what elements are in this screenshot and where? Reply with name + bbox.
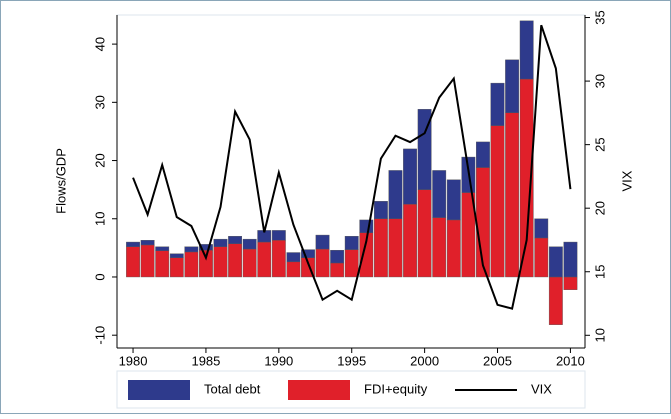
bar: [490, 125, 505, 278]
bar: [169, 253, 184, 258]
bar: [286, 261, 301, 278]
y-tick-label: 20: [92, 153, 107, 167]
bar: [271, 240, 286, 278]
bar: [155, 250, 170, 278]
bar: [213, 246, 228, 278]
bar: [548, 246, 563, 278]
y2-axis-label: VIX: [619, 170, 634, 191]
bar: [184, 251, 199, 278]
x-tick-label: 1990: [264, 353, 293, 368]
legend-swatch: [288, 380, 350, 400]
legend-label: Total debt: [204, 381, 261, 396]
y-tick-label: 0: [92, 273, 107, 280]
bar: [242, 248, 257, 278]
bar: [534, 237, 549, 278]
bar: [534, 218, 549, 239]
y2-tick-label: 15: [592, 265, 607, 279]
bar: [330, 262, 345, 278]
bar: [519, 20, 534, 80]
y2-tick-label: 35: [592, 10, 607, 24]
bar: [417, 189, 432, 278]
bar: [403, 204, 417, 278]
line: [132, 24, 572, 310]
bar: [126, 246, 140, 278]
legend-label: FDI+equity: [364, 381, 428, 396]
bar: [446, 179, 461, 221]
bar: [403, 148, 417, 205]
bar: [199, 244, 213, 251]
bar: [184, 246, 199, 253]
bar: [388, 170, 403, 219]
bar: [126, 241, 140, 247]
bar: [432, 170, 447, 218]
bar: [476, 141, 490, 168]
y2-tick-label: 20: [592, 201, 607, 215]
x-tick-label: 2005: [483, 353, 512, 368]
bar: [257, 241, 272, 278]
y-tick-label: -10: [92, 326, 107, 345]
bar: [432, 217, 447, 278]
y2-tick-label: 10: [592, 328, 607, 342]
bar: [505, 112, 520, 278]
bar: [301, 249, 315, 258]
bar: [213, 238, 228, 247]
bar: [228, 236, 243, 244]
legend-label: VIX: [531, 381, 552, 396]
x-tick-label: 2010: [556, 353, 585, 368]
y-tick-label: 10: [92, 212, 107, 226]
bar: [490, 82, 505, 126]
bar: [388, 218, 403, 278]
x-tick-label: 1995: [337, 353, 366, 368]
bar: [344, 249, 359, 278]
bar: [548, 276, 563, 325]
bar: [505, 59, 520, 114]
y-axis-label: Flows/GDP: [53, 148, 68, 214]
legend-swatch: [128, 380, 190, 400]
bar: [373, 201, 388, 219]
bar: [271, 230, 286, 241]
bar: [446, 219, 461, 278]
x-tick-label: 2000: [410, 353, 439, 368]
x-tick-label: 1980: [119, 353, 148, 368]
bar: [315, 248, 330, 278]
bar: [344, 236, 359, 250]
bar: [417, 109, 432, 190]
y2-tick-label: 25: [592, 137, 607, 151]
y2-tick-label: 30: [592, 74, 607, 88]
bar: [286, 252, 301, 263]
y-tick-label: 40: [92, 37, 107, 51]
bar: [169, 257, 184, 278]
bar: [140, 244, 155, 278]
x-tick-label: 1985: [191, 353, 220, 368]
bar: [228, 243, 243, 278]
bar: [155, 246, 170, 251]
bar: [242, 238, 257, 250]
bar: [330, 249, 345, 264]
bar: [315, 234, 330, 250]
y-tick-label: 30: [92, 95, 107, 109]
bar: [359, 219, 374, 233]
bar: [563, 241, 578, 278]
bar: [373, 218, 388, 278]
bar: [140, 240, 155, 246]
bar: [563, 276, 578, 290]
